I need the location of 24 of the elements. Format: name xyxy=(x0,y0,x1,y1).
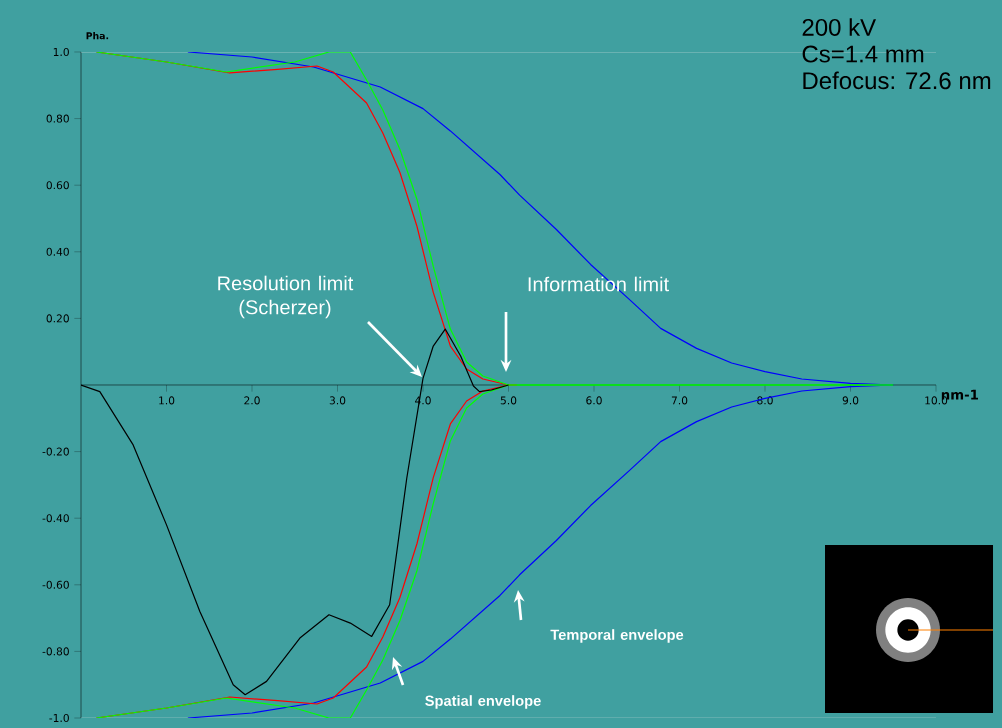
annotation: Spatial envelope xyxy=(425,695,541,709)
x-tick-label: 7.0 xyxy=(671,396,688,405)
y-tick-label: -0.60 xyxy=(42,580,69,589)
x-tick-label: 6.0 xyxy=(586,396,602,405)
annotation: Defocus: 72.6 nm xyxy=(803,71,991,90)
x-tick-label: 3.0 xyxy=(329,396,346,405)
annotation: Cs=1.4 mm xyxy=(802,45,924,63)
y-tick-label: 0.20 xyxy=(46,314,69,323)
y-tick-label: -0.40 xyxy=(42,514,69,523)
x-tick-label: 2.0 xyxy=(244,396,260,405)
chart-title: 200 kV xyxy=(802,18,877,36)
y-tick-label: 0.80 xyxy=(46,114,69,123)
y-tick-label: -0.20 xyxy=(42,447,69,456)
x-tick-label: 9.0 xyxy=(842,396,859,405)
y-tick-label: 0.60 xyxy=(46,181,69,190)
annotation: Resolution limit (Scherzer) xyxy=(218,275,354,319)
annotation: Temporal envelope xyxy=(550,629,684,643)
y-tick-label: 1.0 xyxy=(53,47,69,57)
x-tick-label: 1.0 xyxy=(159,396,175,405)
x-tick-label: 5.0 xyxy=(500,396,517,405)
y-tick-label: 0.40 xyxy=(46,247,69,256)
y-tick-label: -0.80 xyxy=(42,647,69,656)
y-axis-title: Pha. xyxy=(86,32,109,40)
y-tick-label: -1.0 xyxy=(49,713,69,723)
